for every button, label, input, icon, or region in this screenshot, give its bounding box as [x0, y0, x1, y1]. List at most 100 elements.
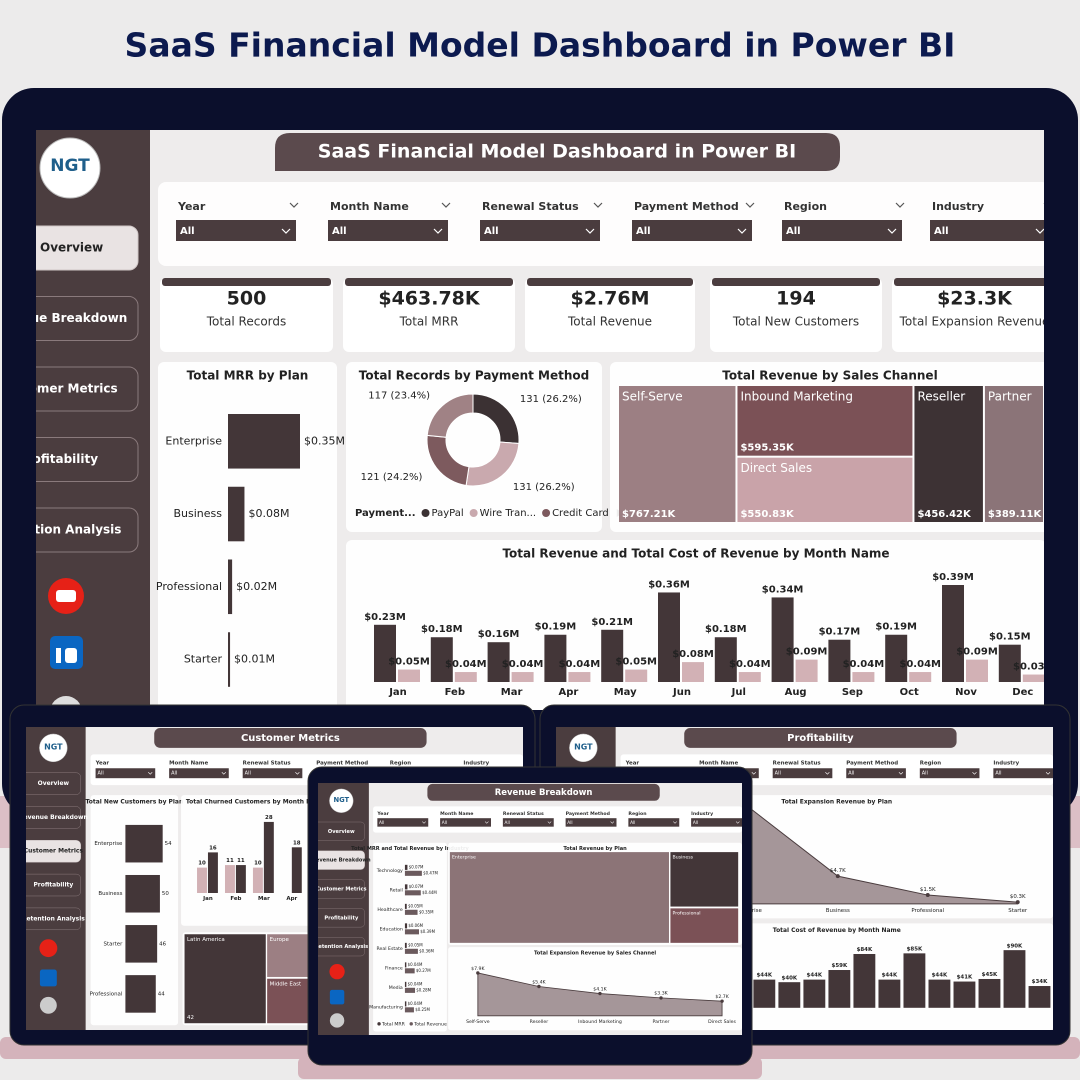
dropdown [565, 818, 617, 827]
bar [853, 953, 876, 1008]
treemap-cell [184, 934, 266, 1024]
bar [404, 890, 421, 896]
chevron [484, 821, 489, 824]
nav-label: Overview [38, 780, 70, 787]
panel-title: Total New Customers by Plan [86, 799, 184, 806]
filter-label: Renewal Status [482, 200, 579, 213]
kpi-card [525, 278, 695, 352]
kpi-strip [527, 278, 693, 286]
point [1015, 900, 1020, 905]
panel-title: Total MRR by Plan [187, 369, 309, 383]
x-tick-label: Professional [911, 908, 944, 914]
bar [125, 975, 156, 1013]
value-label: $0.18M [421, 624, 463, 635]
x-tick-label: Mar [501, 687, 523, 698]
nav-button [26, 772, 81, 795]
value-label: 46 [159, 941, 166, 947]
kpi-strip [162, 278, 331, 286]
chevron [547, 821, 552, 824]
value-label: $0.07M [409, 864, 424, 869]
logo-text: NGT [574, 742, 593, 751]
kpi-value: 194 [776, 288, 816, 310]
value-label: $0.09M [786, 647, 828, 658]
linkedin-icon [39, 969, 57, 987]
logo [329, 788, 354, 813]
value-label: 11 [226, 858, 234, 864]
value-label: $0.25M [415, 1007, 430, 1012]
donut-slice [426, 393, 474, 438]
bar [404, 903, 407, 909]
x-tick-label: Dec [1012, 687, 1033, 698]
panel-title: Total Churned Customers by Month Name [186, 799, 325, 806]
filter-label: Year [376, 811, 389, 817]
value-label: $0.08M [672, 649, 714, 660]
value-label: $45K [982, 972, 998, 978]
value-label: $0.21M [591, 617, 633, 628]
value-label: $4.1K [593, 986, 607, 992]
cell-label: Direct Sales [740, 461, 812, 475]
dropdown-value: All [332, 226, 347, 237]
value-label: $0.05M [388, 657, 430, 668]
bar [878, 979, 901, 1008]
nav-button [318, 879, 365, 899]
dropdown [782, 220, 902, 241]
bar [224, 865, 235, 893]
value-label: 117 (23.4%) [368, 390, 430, 401]
dropdown-value: All [775, 771, 781, 777]
bar [454, 672, 477, 682]
x-tick-label: Self-Serve [466, 1019, 490, 1025]
bar [228, 486, 245, 542]
value-label: $0.17M [819, 627, 861, 638]
dropdown-value: All [922, 771, 928, 777]
logo-text: NGT [333, 796, 349, 804]
panel-title: Total Revenue by Sales Channel [722, 369, 937, 383]
dropdown-value: All [379, 820, 384, 825]
value-label: $44K [807, 973, 823, 979]
chevron [148, 772, 153, 775]
cell-label: Europe [270, 937, 290, 943]
x-tick-label: Oct [900, 687, 919, 698]
treemap-cell [449, 852, 669, 943]
kpi-value: $23.3K [937, 288, 1013, 310]
treemap-cell [670, 908, 739, 943]
chevron [281, 228, 291, 234]
dropdown-value: All [180, 226, 195, 237]
nav-button [36, 296, 139, 341]
x-tick-label: Inbound Marketing [578, 1019, 622, 1025]
dropdown [628, 818, 680, 827]
chevron [898, 772, 904, 775]
bar [544, 634, 567, 682]
bar [771, 597, 794, 682]
value-label: $7.9K [471, 966, 485, 972]
value-label: $0.04M [445, 659, 487, 670]
filter-panel [373, 806, 742, 833]
treemap-cell [737, 386, 913, 456]
panel [346, 362, 602, 532]
nav-label: Revenue Breakdown [0, 311, 127, 325]
filter-label: Renewal Status [773, 760, 821, 766]
kpi-value: $463.78K [378, 288, 481, 310]
bar [625, 669, 648, 682]
bar [398, 669, 420, 682]
x-tick-label: Business [826, 908, 850, 914]
x-tick-label: Sep [842, 687, 863, 698]
category-label: Media [389, 985, 403, 991]
value-label: $85K [907, 946, 923, 952]
bar [753, 979, 776, 1008]
cell-label: Professional [673, 911, 701, 917]
kpi-label: Total Expansion Revenue [899, 315, 1050, 329]
bar [852, 672, 875, 682]
category-label: Retail [390, 887, 403, 893]
nav-button [26, 873, 81, 897]
value-label: $0.04M [408, 962, 423, 967]
x-tick-label: Jan [202, 896, 213, 902]
nav-label: Retention Analysis [22, 915, 85, 922]
value-label: 131 (26.2%) [513, 482, 575, 493]
dropdown-value: All [693, 820, 698, 825]
filter-label: Month Name [169, 760, 208, 766]
x-tick-label: Apr [286, 896, 297, 902]
bar [430, 637, 453, 682]
filter-label: Industry [691, 811, 713, 817]
bar [601, 629, 624, 682]
bar [778, 982, 801, 1008]
